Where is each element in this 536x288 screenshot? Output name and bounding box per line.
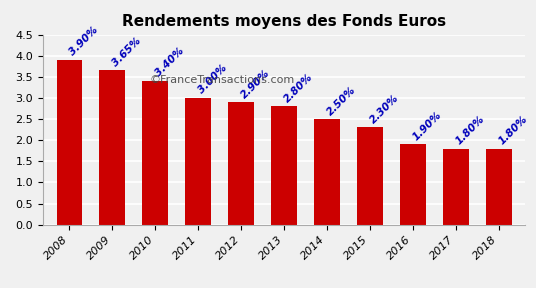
Text: 2.50%: 2.50% [325, 84, 358, 117]
Text: 3.00%: 3.00% [196, 63, 229, 96]
Text: 2.30%: 2.30% [368, 93, 400, 125]
Text: 1.80%: 1.80% [496, 114, 529, 147]
Text: 3.40%: 3.40% [153, 46, 186, 79]
Bar [228, 102, 254, 225]
Text: 3.90%: 3.90% [67, 25, 100, 58]
Text: 1.80%: 1.80% [453, 114, 486, 147]
Text: 1.90%: 1.90% [411, 110, 443, 142]
Text: ©FranceTransactions.com: ©FranceTransactions.com [149, 75, 294, 85]
Title: Rendements moyens des Fonds Euros: Rendements moyens des Fonds Euros [122, 14, 446, 29]
Bar [56, 60, 83, 225]
Bar [400, 144, 426, 225]
Bar [443, 149, 468, 225]
Bar [486, 149, 512, 225]
Bar [143, 81, 168, 225]
Bar [100, 71, 125, 225]
Text: 3.65%: 3.65% [110, 36, 143, 68]
Bar [314, 119, 340, 225]
Bar [357, 128, 383, 225]
Bar [271, 106, 297, 225]
Text: 2.80%: 2.80% [282, 72, 315, 104]
Bar [185, 98, 211, 225]
Text: 2.90%: 2.90% [239, 67, 272, 100]
